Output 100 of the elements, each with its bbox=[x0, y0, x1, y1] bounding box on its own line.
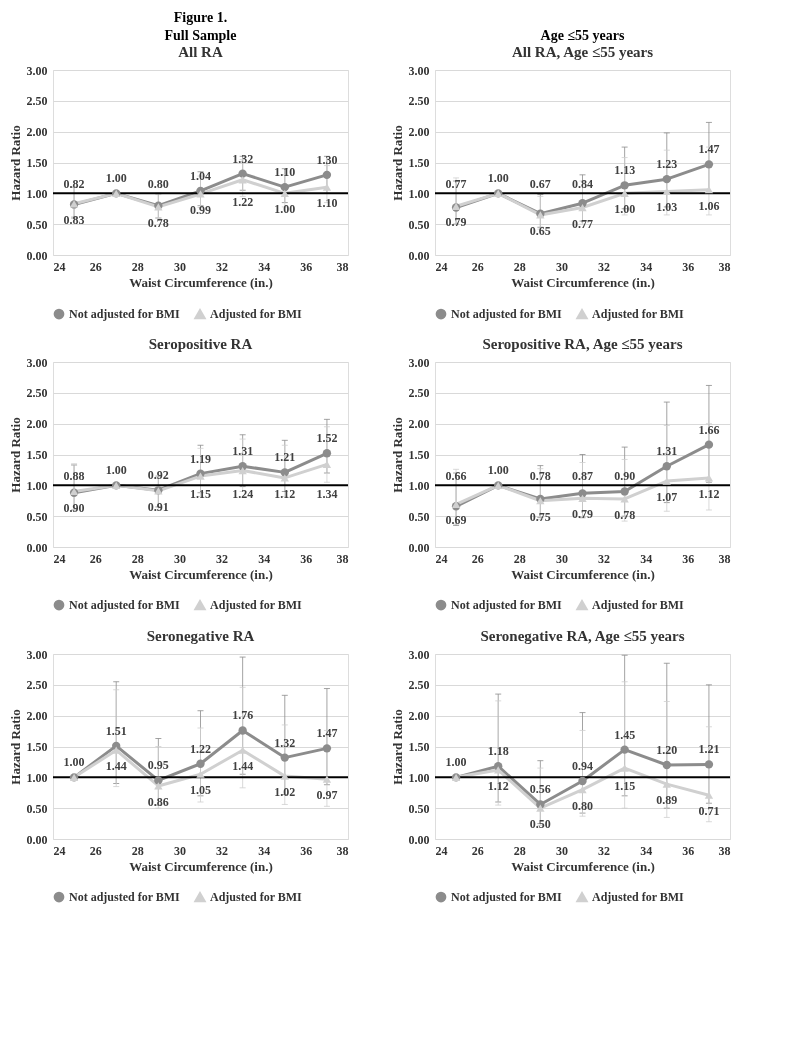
x-tick-label: 24 bbox=[53, 843, 66, 858]
data-label: 1.31 bbox=[656, 444, 678, 459]
y-axis-title: Hazard Ratio bbox=[389, 417, 405, 493]
y-axis-title: Hazard Ratio bbox=[389, 125, 405, 201]
x-tick-label: 24 bbox=[53, 551, 66, 566]
legend-label: Not adjusted for BMI bbox=[451, 307, 563, 322]
x-tick-label: 28 bbox=[513, 259, 526, 274]
legend-label: Not adjusted for BMI bbox=[69, 598, 181, 613]
y-axis-title: Hazard Ratio bbox=[7, 709, 23, 785]
legend-label: Not adjusted for BMI bbox=[69, 890, 181, 905]
y-tick-label: 2.00 bbox=[408, 125, 430, 140]
data-label: 1.15 bbox=[190, 487, 211, 502]
data-label: 1.10 bbox=[316, 196, 338, 211]
y-tick-label: 0.50 bbox=[26, 217, 48, 232]
y-tick-label: 1.50 bbox=[26, 740, 48, 754]
data-label: 0.97 bbox=[316, 788, 338, 803]
data-label: 1.20 bbox=[656, 743, 678, 757]
chart-title: Seronegative RA bbox=[146, 628, 255, 644]
x-tick-label: 38 bbox=[718, 259, 731, 274]
x-tick-label: 36 bbox=[300, 259, 313, 274]
x-tick-label: 30 bbox=[173, 259, 186, 274]
data-label: 1.07 bbox=[656, 490, 678, 505]
y-tick-label: 1.50 bbox=[408, 448, 430, 462]
y-tick-label: 2.00 bbox=[26, 125, 48, 140]
data-label: 1.04 bbox=[190, 168, 211, 183]
x-tick-label: 28 bbox=[513, 551, 526, 566]
data-label: 0.78 bbox=[614, 507, 636, 522]
data-label: 1.47 bbox=[698, 142, 720, 157]
legend-label: Adjusted for BMI bbox=[592, 890, 685, 905]
y-axis-title: Hazard Ratio bbox=[7, 125, 23, 201]
y-tick-label: 3.00 bbox=[408, 355, 430, 370]
data-label: 1.00 bbox=[614, 202, 636, 217]
x-tick-label: 28 bbox=[131, 259, 144, 274]
data-label: 1.21 bbox=[274, 450, 296, 465]
y-tick-label: 0.00 bbox=[26, 832, 48, 847]
legend-label: Not adjusted for BMI bbox=[451, 890, 563, 905]
data-label: 1.31 bbox=[232, 444, 254, 459]
y-tick-label: 2.50 bbox=[408, 94, 430, 109]
data-label: 1.15 bbox=[614, 779, 636, 794]
y-tick-label: 3.00 bbox=[26, 647, 48, 662]
x-tick-label: 26 bbox=[89, 259, 102, 274]
x-tick-label: 24 bbox=[435, 843, 448, 858]
y-tick-label: 0.50 bbox=[26, 801, 48, 816]
data-label: 0.80 bbox=[572, 798, 593, 813]
x-axis-title: Waist Circumference (in.) bbox=[511, 858, 655, 874]
x-tick-label: 26 bbox=[89, 551, 102, 566]
text: Age ≤55 years bbox=[540, 28, 625, 43]
data-label: 1.00 bbox=[445, 755, 467, 770]
data-label: 1.21 bbox=[698, 742, 720, 757]
data-label: 1.00 bbox=[487, 463, 509, 478]
x-tick-label: 24 bbox=[435, 551, 448, 566]
data-label: 1.02 bbox=[274, 785, 296, 800]
data-label: 0.95 bbox=[147, 758, 169, 773]
y-tick-label: 2.50 bbox=[408, 386, 430, 401]
legend-label: Adjusted for BMI bbox=[592, 307, 685, 322]
data-label: 0.86 bbox=[147, 794, 169, 809]
data-label: 1.06 bbox=[698, 198, 720, 213]
legend-label: Adjusted for BMI bbox=[210, 890, 303, 905]
x-tick-label: 24 bbox=[53, 259, 66, 274]
y-tick-label: 2.00 bbox=[408, 417, 430, 432]
data-label: 0.91 bbox=[147, 499, 169, 514]
x-tick-label: 36 bbox=[682, 551, 695, 566]
y-tick-label: 0.50 bbox=[408, 509, 430, 524]
data-label: 0.90 bbox=[614, 469, 636, 484]
data-label: 1.30 bbox=[316, 152, 338, 167]
chart-title: Seropositive RA bbox=[148, 336, 253, 352]
x-tick-label: 36 bbox=[682, 843, 695, 858]
caption: Figure 1. bbox=[173, 10, 228, 25]
x-tick-label: 32 bbox=[598, 551, 611, 566]
data-label: 1.13 bbox=[614, 163, 636, 178]
y-tick-label: 1.50 bbox=[26, 156, 48, 170]
data-label: 0.78 bbox=[529, 469, 551, 484]
x-tick-label: 28 bbox=[513, 843, 526, 858]
x-tick-label: 32 bbox=[216, 551, 229, 566]
y-tick-label: 0.00 bbox=[408, 832, 430, 847]
y-tick-label: 3.00 bbox=[408, 63, 430, 78]
data-label: 0.56 bbox=[529, 782, 551, 797]
y-tick-label: 1.00 bbox=[408, 186, 430, 201]
x-tick-label: 34 bbox=[640, 843, 653, 858]
y-tick-label: 1.00 bbox=[408, 478, 430, 493]
chart-title: All RA, Age ≤55 years bbox=[511, 44, 654, 60]
data-label: 1.52 bbox=[316, 431, 338, 446]
x-tick-label: 36 bbox=[682, 259, 695, 274]
y-tick-label: 3.00 bbox=[26, 63, 48, 78]
x-tick-label: 34 bbox=[258, 551, 271, 566]
legend-label: Adjusted for BMI bbox=[210, 307, 303, 322]
y-tick-label: 2.50 bbox=[408, 678, 430, 693]
x-tick-label: 32 bbox=[598, 843, 611, 858]
y-tick-label: 1.00 bbox=[408, 770, 430, 785]
x-tick-label: 28 bbox=[131, 843, 144, 858]
data-label: 1.34 bbox=[316, 487, 338, 502]
data-label: 1.51 bbox=[105, 723, 127, 738]
data-label: 1.03 bbox=[656, 200, 678, 215]
data-label: 0.75 bbox=[529, 509, 551, 524]
y-tick-label: 0.00 bbox=[408, 540, 430, 555]
y-tick-label: 0.50 bbox=[408, 217, 430, 232]
data-label: 1.00 bbox=[105, 463, 127, 478]
data-label: 0.84 bbox=[572, 177, 593, 192]
data-label: 1.24 bbox=[232, 487, 254, 502]
data-label: 1.44 bbox=[232, 759, 254, 774]
